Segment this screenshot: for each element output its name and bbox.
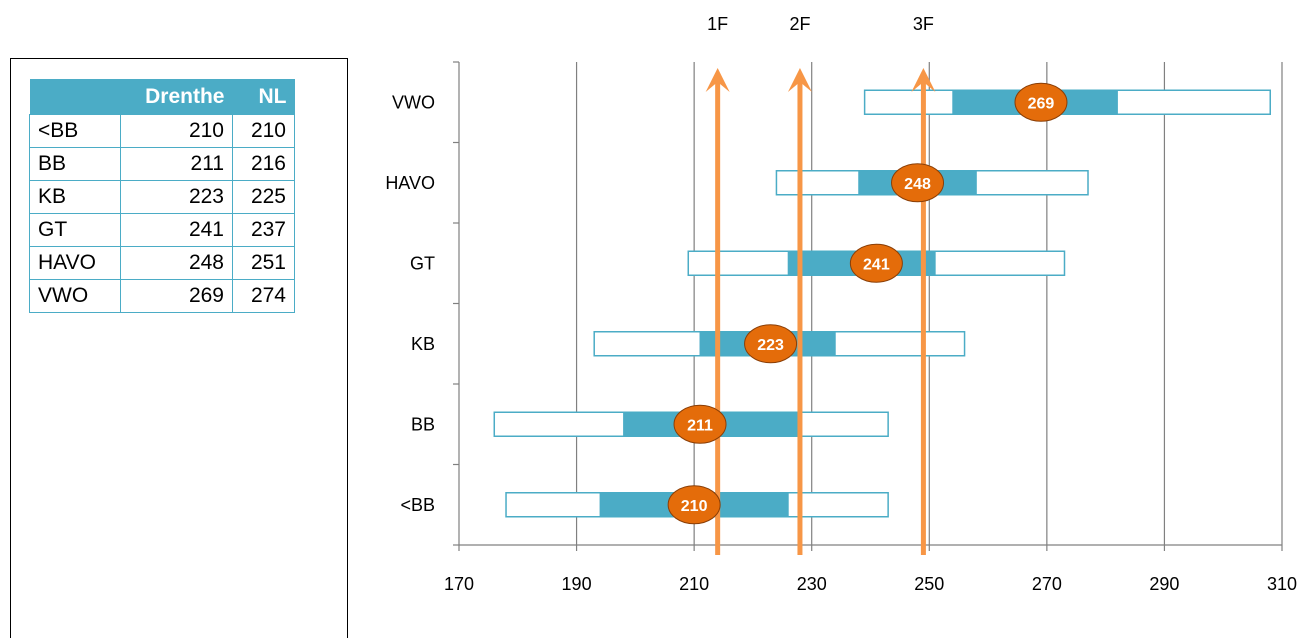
table-header-row: Drenthe NL (29, 79, 295, 115)
reference-arrow-head (911, 68, 936, 92)
reference-label: 2F (789, 14, 810, 34)
table-row: <BB 210 210 (29, 114, 295, 148)
nl-value: 274 (232, 279, 295, 313)
value-badge (744, 324, 798, 364)
x-tick-label: 190 (562, 574, 592, 594)
value-badge (891, 163, 945, 203)
drenthe-value: 269 (120, 279, 233, 313)
row-label: HAVO (29, 246, 121, 280)
reference-label: 3F (913, 14, 934, 34)
x-tick-label: 230 (797, 574, 827, 594)
x-tick-label: 270 (1032, 574, 1062, 594)
nl-value: 237 (232, 213, 295, 247)
row-label: VWO (29, 279, 121, 313)
nl-value: 225 (232, 180, 295, 214)
table-header-blank (29, 79, 121, 115)
score-table: Drenthe NL <BB 210 210 BB 211 216 KB 223… (29, 79, 295, 313)
row-label: BB (29, 147, 121, 181)
reference-label: 1F (707, 14, 728, 34)
table-panel (10, 58, 348, 638)
table-row: BB 211 216 (29, 147, 295, 181)
table-row: VWO 269 274 (29, 279, 295, 313)
category-label: VWO (392, 92, 435, 112)
nl-value: 216 (232, 147, 295, 181)
category-label: KB (411, 334, 435, 354)
value-badge-label: 210 (681, 498, 708, 515)
category-label: GT (410, 253, 435, 273)
value-badge (673, 404, 727, 444)
x-tick-label: 310 (1267, 574, 1297, 594)
category-label: HAVO (385, 173, 435, 193)
value-badge-label: 223 (757, 337, 784, 354)
reference-arrow-head (787, 68, 812, 92)
value-badge (667, 485, 721, 525)
category-label: <BB (400, 495, 435, 515)
value-badge (849, 243, 903, 283)
x-tick-label: 210 (679, 574, 709, 594)
x-tick-label: 250 (914, 574, 944, 594)
value-badge-label: 269 (1028, 95, 1055, 112)
reference-arrow-head (705, 68, 730, 92)
table-header-nl: NL (232, 79, 295, 115)
row-label: KB (29, 180, 121, 214)
table-header-drenthe: Drenthe (120, 79, 233, 115)
value-badge-label: 248 (904, 176, 931, 193)
table-row: GT 241 237 (29, 213, 295, 247)
table-row: KB 223 225 (29, 180, 295, 214)
table-row: HAVO 248 251 (29, 246, 295, 280)
x-tick-label: 290 (1149, 574, 1179, 594)
value-badge-label: 241 (863, 256, 890, 273)
category-label: BB (411, 414, 435, 434)
x-tick-label: 170 (444, 574, 474, 594)
value-badge-label: 211 (687, 417, 713, 434)
drenthe-value: 241 (120, 213, 233, 247)
value-badge (1014, 82, 1068, 122)
